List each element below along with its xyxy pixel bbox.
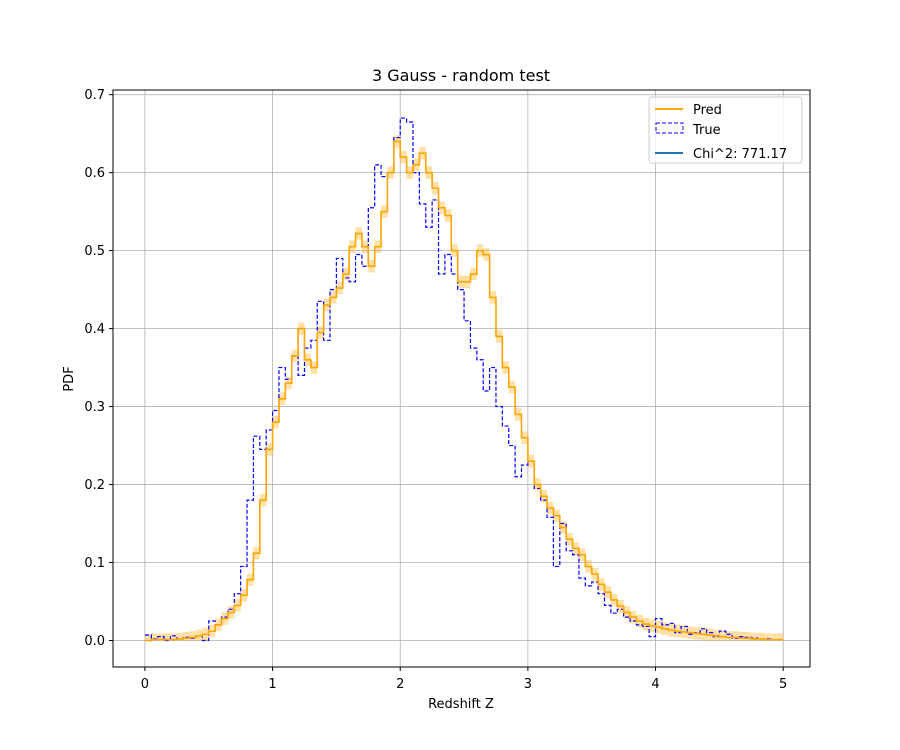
x-tick-label: 3 <box>524 677 532 692</box>
y-tick-label: 0.4 <box>84 322 105 337</box>
y-tick-label: 0.0 <box>84 634 105 649</box>
legend-box <box>648 96 803 164</box>
x-tick-label: 5 <box>779 677 787 692</box>
x-axis-ticks: 0 1 2 3 4 5 <box>141 667 787 692</box>
chart-title: 3 Gauss - random test <box>372 66 550 85</box>
x-axis-label: Redshift Z <box>428 697 494 712</box>
y-tick-label: 0.3 <box>84 400 105 415</box>
x-tick-label: 0 <box>141 677 149 692</box>
legend-chi2-label: Chi^2: 771.17 <box>693 147 787 162</box>
x-tick-label: 2 <box>396 677 404 692</box>
y-tick-label: 0.5 <box>84 244 105 259</box>
y-tick-label: 0.2 <box>84 478 105 493</box>
y-tick-label: 0.1 <box>84 556 105 571</box>
plot-lines <box>144 117 784 642</box>
y-axis-ticks: 0.0 0.1 0.2 0.3 0.4 0.5 0.6 0.7 <box>84 88 113 649</box>
legend-pred-label: Pred <box>693 103 722 118</box>
legend-true-swatch <box>655 122 684 134</box>
pred-uncertainty-band <box>144 135 784 641</box>
y-axis-label: PDF <box>62 366 77 391</box>
x-tick-label: 1 <box>268 677 276 692</box>
pred-band-area <box>144 135 784 641</box>
plot-frame <box>112 89 811 668</box>
y-tick-label: 0.6 <box>84 166 105 181</box>
grid <box>113 90 810 667</box>
legend: Pred True Chi^2: 771.17 <box>648 96 803 164</box>
series-true-line <box>144 117 784 642</box>
y-tick-label: 0.7 <box>84 88 105 103</box>
series-pred-line <box>144 140 784 642</box>
x-tick-label: 4 <box>651 677 659 692</box>
legend-true-label: True <box>692 123 721 138</box>
